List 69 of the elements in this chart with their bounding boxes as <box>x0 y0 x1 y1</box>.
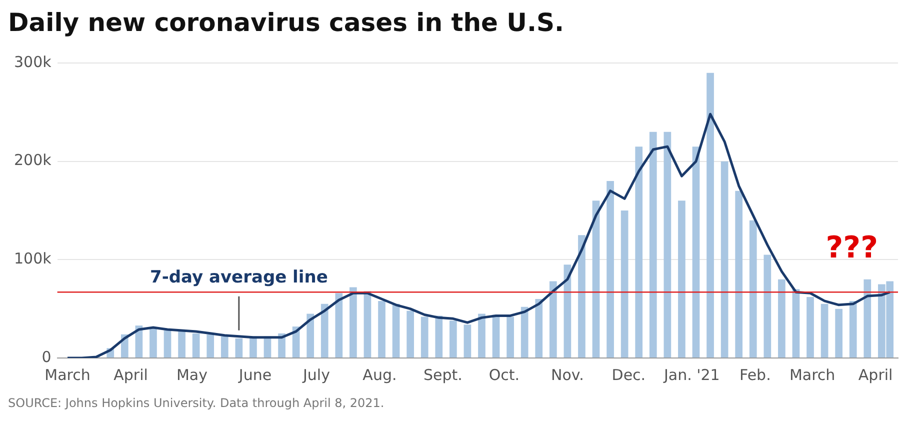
x-tick-label: March <box>44 366 90 384</box>
bar <box>220 336 228 358</box>
x-tick-label: April <box>114 366 148 384</box>
y-tick-label: 300k <box>14 52 52 71</box>
bar <box>535 299 543 358</box>
x-tick-label: March <box>789 366 836 384</box>
bar <box>578 235 586 358</box>
bar <box>435 316 443 358</box>
bar <box>450 320 457 358</box>
bar <box>364 291 372 358</box>
bar <box>350 287 357 358</box>
annotation: 7-day average line <box>150 267 328 288</box>
bar <box>378 300 386 358</box>
bar <box>792 289 800 358</box>
bar <box>164 330 172 358</box>
bar <box>764 254 772 358</box>
bar <box>492 314 500 358</box>
bar <box>678 200 686 358</box>
x-tick-label: Jan. '21 <box>662 366 720 384</box>
bar <box>720 161 728 358</box>
bar <box>806 297 814 358</box>
bar <box>592 200 600 358</box>
bar <box>706 72 714 358</box>
bar <box>192 333 200 358</box>
bar <box>250 336 257 358</box>
x-tick-label: Nov. <box>550 366 584 384</box>
bar <box>735 190 743 358</box>
bar <box>606 181 614 358</box>
bar <box>778 279 786 358</box>
x-tick-label: Feb. <box>740 366 771 384</box>
x-tick-label: Dec. <box>612 366 646 384</box>
bar <box>206 334 214 358</box>
bar <box>235 338 243 358</box>
bar <box>320 304 328 358</box>
bar <box>664 132 672 358</box>
bar <box>306 314 314 358</box>
bar <box>564 264 572 358</box>
bar <box>520 306 528 358</box>
bar <box>835 308 842 358</box>
bar <box>692 146 700 358</box>
y-tick-label: 200k <box>14 151 52 170</box>
bar <box>420 316 428 358</box>
bar <box>406 310 414 358</box>
bar <box>749 220 757 358</box>
annotation: ??? <box>826 230 878 266</box>
x-tick-label: May <box>176 366 208 384</box>
x-tick-label: April <box>858 366 893 384</box>
bar <box>549 281 557 358</box>
y-tick-label: 0 <box>42 348 52 366</box>
bar <box>864 279 872 358</box>
x-tick-label: June <box>238 366 272 384</box>
x-tick-label: July <box>302 366 330 384</box>
x-tick-label: Oct. <box>488 366 520 384</box>
bar <box>635 146 643 358</box>
bar <box>820 304 828 358</box>
bar <box>506 316 514 358</box>
bar <box>478 314 486 358</box>
bar <box>335 293 343 358</box>
chart-title: Daily new coronavirus cases in the U.S. <box>8 8 565 39</box>
bar <box>649 132 657 358</box>
bar <box>620 210 628 358</box>
bar <box>464 324 472 358</box>
source-note: SOURCE: Johns Hopkins University. Data through April 8, 2021. <box>8 396 386 410</box>
bar <box>392 304 400 358</box>
y-tick-label: 100k <box>14 250 52 268</box>
bar <box>150 328 157 358</box>
x-tick-label: Aug. <box>362 366 397 384</box>
bar <box>849 300 857 358</box>
x-tick-label: Sept. <box>424 366 462 384</box>
